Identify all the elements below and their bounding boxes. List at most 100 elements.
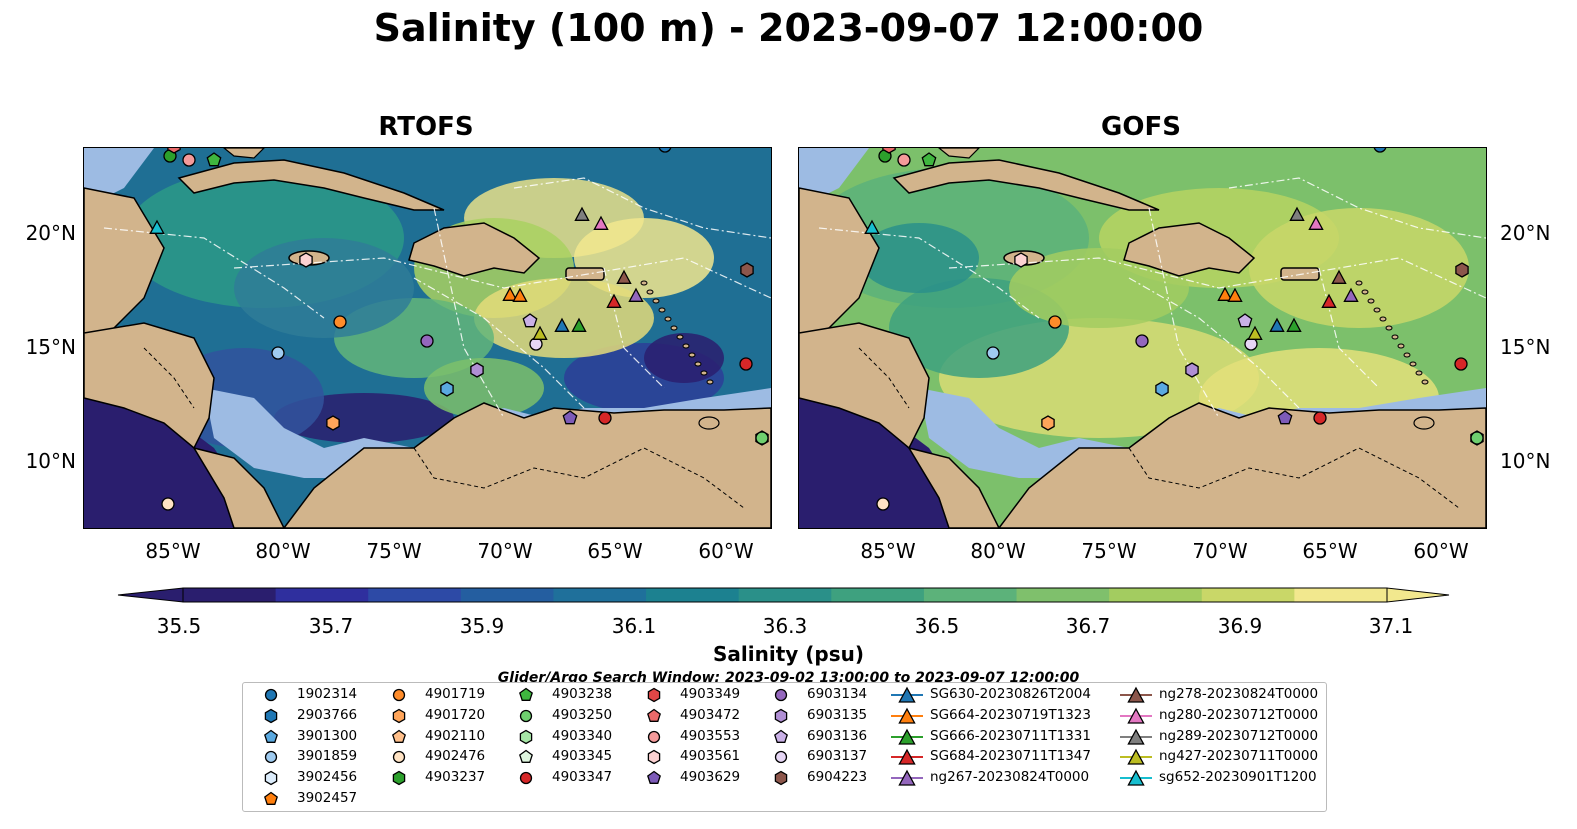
platform-marker[interactable] [921,152,937,167]
platform-marker[interactable] [1343,287,1359,302]
circle-marker-icon[interactable] [774,688,788,702]
platform-marker[interactable] [522,313,538,328]
platform-marker[interactable] [1185,362,1199,378]
platform-marker[interactable] [1014,252,1028,268]
platform-marker[interactable] [1217,286,1233,301]
pentagon-marker-icon[interactable] [264,791,278,805]
platform-marker[interactable] [740,262,754,278]
platform-marker[interactable] [1135,334,1149,348]
platform-marker[interactable] [333,315,347,329]
platform-marker[interactable] [897,153,911,167]
platform-marker[interactable] [1155,381,1169,397]
triangle-marker-icon[interactable] [898,749,916,766]
pentagon-marker-icon[interactable] [647,770,661,785]
salinity-colorbar [117,587,1450,603]
platform-marker[interactable] [554,317,570,332]
platform-marker[interactable] [562,410,578,425]
hexagon-marker-icon[interactable] [647,687,661,703]
platform-marker[interactable] [1286,317,1302,332]
platform-marker[interactable] [1308,215,1324,230]
platform-marker[interactable] [420,334,434,348]
platform-marker[interactable] [271,346,285,360]
pentagon-marker-icon[interactable] [264,729,278,743]
platform-marker[interactable] [182,153,196,167]
platform-marker[interactable] [616,269,632,284]
triangle-marker-icon[interactable] [898,728,916,745]
hexagon-marker-icon[interactable] [647,750,661,765]
pentagon-marker-icon [647,770,661,785]
platform-marker[interactable] [1237,313,1253,328]
platform-marker[interactable] [628,287,644,302]
circle-marker-icon[interactable] [774,751,788,764]
pentagon-marker-icon[interactable] [774,729,788,743]
platform-marker[interactable] [1373,148,1387,153]
platform-marker[interactable] [1470,431,1484,445]
platform-marker[interactable] [739,357,753,371]
platform-marker[interactable] [876,497,890,511]
platform-marker[interactable] [532,325,548,340]
platform-marker[interactable] [167,148,181,154]
platform-marker[interactable] [571,317,587,332]
circle-marker-icon[interactable] [392,688,406,702]
legend-label: ng267-20230824T0000 [930,769,1090,786]
hexagon-marker-icon[interactable] [392,708,406,724]
platform-marker[interactable] [206,152,222,167]
platform-marker[interactable] [440,381,454,397]
triangle-marker-icon[interactable] [1127,769,1145,786]
triangle-marker-icon[interactable] [898,686,916,703]
hexagon-marker-icon[interactable] [774,708,788,724]
circle-marker-icon[interactable] [264,751,278,764]
platform-marker[interactable] [1313,411,1327,425]
platform-marker[interactable] [1454,357,1468,371]
pentagon-marker-icon[interactable] [392,729,406,743]
platform-marker[interactable] [1041,415,1055,431]
platform-marker[interactable] [1289,206,1305,221]
platform-marker[interactable] [502,286,518,301]
hexagon-marker-icon[interactable] [519,729,533,744]
rtofs-map-canvas [84,148,771,528]
triangle-marker-icon[interactable] [898,769,916,786]
gofs-salinity-map[interactable] [798,147,1487,529]
platform-marker[interactable] [1227,287,1243,302]
platform-marker[interactable] [149,219,165,234]
platform-marker[interactable] [1048,315,1062,329]
platform-marker[interactable] [658,148,672,153]
triangle-marker-icon[interactable] [1127,749,1145,766]
platform-marker[interactable] [512,287,528,302]
platform-marker[interactable] [986,346,1000,360]
platform-marker[interactable] [1269,317,1285,332]
triangle-marker-icon[interactable] [1127,686,1145,703]
circle-marker-icon[interactable] [519,772,533,785]
platform-marker[interactable] [593,215,609,230]
platform-marker[interactable] [755,431,769,445]
platform-marker[interactable] [598,411,612,425]
platform-marker[interactable] [882,148,896,154]
platform-marker[interactable] [864,219,880,234]
triangle-marker-icon[interactable] [898,707,916,724]
pentagon-marker-icon[interactable] [519,750,533,764]
triangle-marker-icon[interactable] [1127,728,1145,745]
hexagon-marker-icon[interactable] [264,770,278,786]
platform-marker[interactable] [1277,410,1293,425]
triangle-marker-icon[interactable] [1127,707,1145,724]
platform-marker[interactable] [1331,269,1347,284]
circle-marker-icon[interactable] [264,688,278,702]
circle-marker-icon[interactable] [519,709,533,722]
circle-marker-icon[interactable] [647,730,661,743]
circle-marker-icon[interactable] [392,751,406,764]
hexagon-marker-icon[interactable] [774,770,788,786]
platform-marker[interactable] [1455,262,1469,278]
platform-marker[interactable] [299,252,313,268]
hexagon-marker-icon[interactable] [392,770,406,786]
platform-marker[interactable] [606,293,622,308]
hexagon-marker-icon[interactable] [264,708,278,724]
pentagon-marker-icon[interactable] [519,687,533,701]
platform-marker[interactable] [1247,325,1263,340]
platform-marker[interactable] [1321,293,1337,308]
pentagon-marker-icon[interactable] [647,708,661,722]
rtofs-salinity-map[interactable] [83,147,772,529]
platform-marker[interactable] [470,362,484,378]
platform-marker[interactable] [161,497,175,511]
platform-marker[interactable] [326,415,340,431]
platform-marker[interactable] [574,206,590,221]
